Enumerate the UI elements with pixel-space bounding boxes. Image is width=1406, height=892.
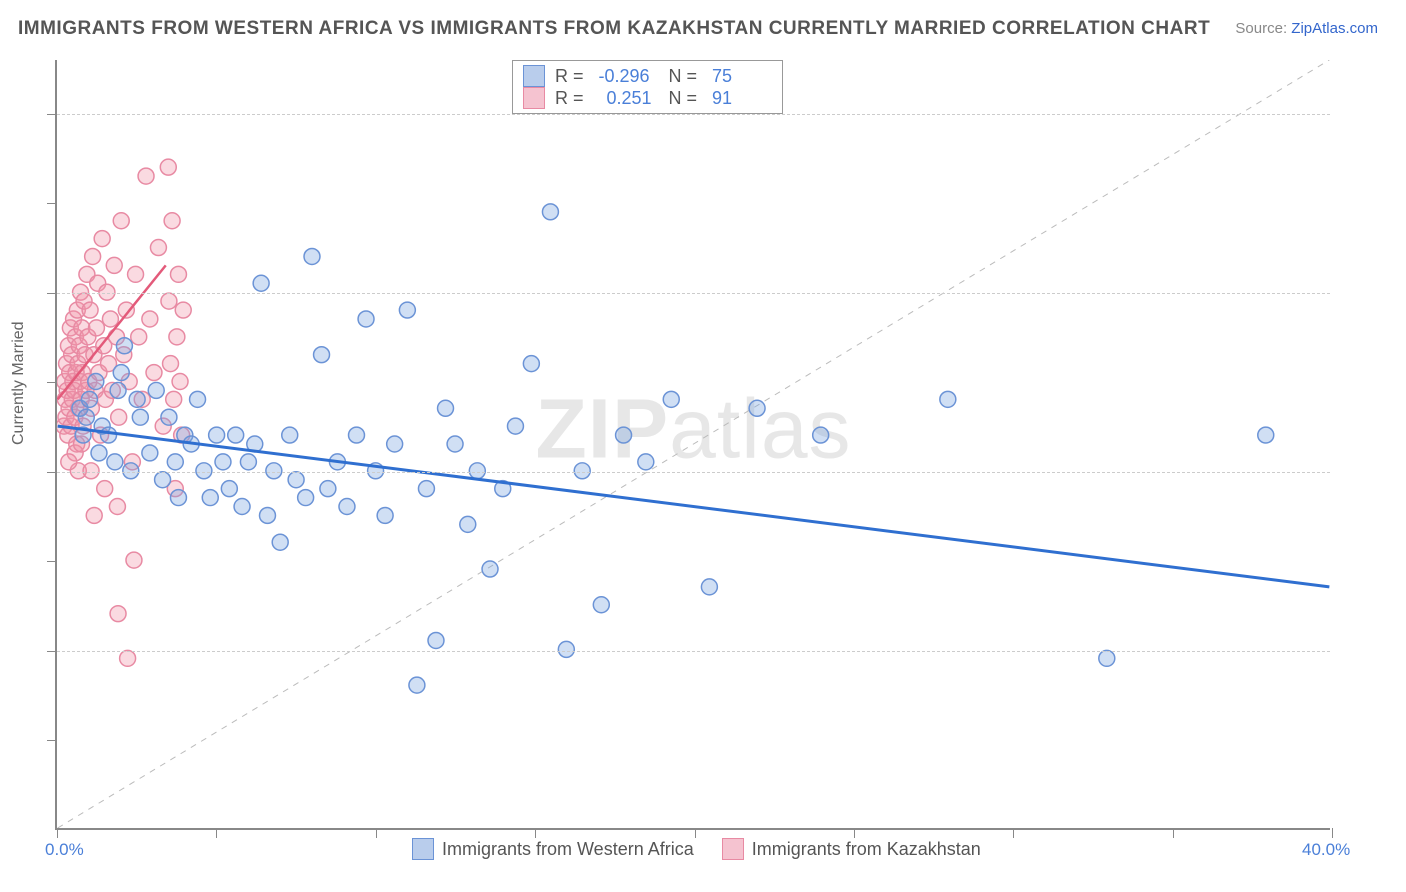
legend-stats-row-2: R = 0.251 N = 91 [523, 87, 772, 109]
y-tick [47, 293, 57, 294]
gridline [57, 472, 1330, 473]
gridline [57, 293, 1330, 294]
x-tick [57, 828, 58, 838]
swatch-series-1 [412, 838, 434, 860]
legend-stats: R = -0.296 N = 75 R = 0.251 N = 91 [512, 60, 783, 114]
plot-area: ZIPatlas R = -0.296 N = 75 R = 0.251 N =… [55, 60, 1330, 830]
n-label: N = [669, 88, 703, 109]
x-tick [216, 828, 217, 838]
x-tick [535, 828, 536, 838]
r-label: R = [555, 66, 589, 87]
n-value-2: 91 [712, 88, 772, 109]
watermark-rest: atlas [669, 381, 851, 475]
x-tick-label: 40.0% [1302, 840, 1350, 860]
r-value-1: -0.296 [599, 66, 659, 87]
y-tick [47, 740, 57, 741]
y-tick [47, 561, 57, 562]
gridline [57, 651, 1330, 652]
legend-item-2: Immigrants from Kazakhstan [722, 838, 981, 860]
legend-series: Immigrants from Western Africa Immigrant… [412, 838, 981, 860]
source-link[interactable]: ZipAtlas.com [1291, 20, 1378, 37]
legend-label-1: Immigrants from Western Africa [442, 839, 694, 860]
watermark-bold: ZIP [535, 381, 669, 475]
swatch-series-1 [523, 65, 545, 87]
legend-stats-row-1: R = -0.296 N = 75 [523, 65, 772, 87]
source-label: Source: [1235, 20, 1291, 37]
watermark: ZIPatlas [535, 380, 851, 477]
y-tick [47, 114, 57, 115]
x-tick [1013, 828, 1014, 838]
y-tick [47, 651, 57, 652]
y-tick [47, 203, 57, 204]
n-value-1: 75 [712, 66, 772, 87]
y-tick [47, 382, 57, 383]
y-axis-label: Currently Married [10, 321, 28, 445]
swatch-series-2 [722, 838, 744, 860]
chart-title: IMMIGRANTS FROM WESTERN AFRICA VS IMMIGR… [18, 18, 1210, 40]
swatch-series-2 [523, 87, 545, 109]
x-tick [854, 828, 855, 838]
legend-label-2: Immigrants from Kazakhstan [752, 839, 981, 860]
x-tick [376, 828, 377, 838]
y-tick [47, 472, 57, 473]
n-label: N = [669, 66, 703, 87]
chart-svg [57, 60, 1330, 828]
source-attribution: Source: ZipAtlas.com [1235, 20, 1378, 37]
gridline [57, 114, 1330, 115]
x-tick [695, 828, 696, 838]
x-tick-label: 0.0% [45, 840, 84, 860]
x-tick [1332, 828, 1333, 838]
r-value-2: 0.251 [599, 88, 659, 109]
r-label: R = [555, 88, 589, 109]
legend-item-1: Immigrants from Western Africa [412, 838, 694, 860]
x-tick [1173, 828, 1174, 838]
